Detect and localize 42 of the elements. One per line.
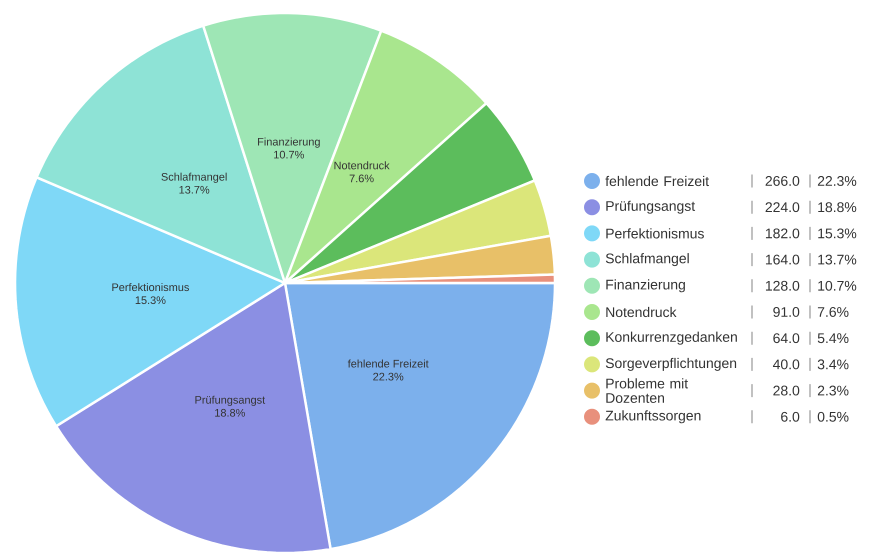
data-label: 2.3% bbox=[818, 386, 848, 396]
data-label: 3.4% bbox=[818, 359, 848, 370]
data-label: 0.5% bbox=[818, 412, 848, 422]
legend-label: Sorgeverpflichtungen bbox=[606, 358, 736, 371]
legend-label: Prüfungsangst bbox=[606, 200, 696, 214]
text: 10.7% bbox=[818, 280, 856, 291]
text: 224.0 bbox=[766, 202, 800, 212]
text: 18.8% bbox=[818, 202, 856, 212]
slice-label: Perfektionismus bbox=[112, 283, 189, 292]
legend-label: Konkurrenzgedanken bbox=[606, 332, 737, 345]
slice-label: fehlende Freizeit bbox=[348, 360, 429, 368]
data-label: 22.3% bbox=[373, 372, 404, 381]
data-label: 7.6% bbox=[350, 174, 374, 182]
text: 40.0 bbox=[772, 359, 800, 370]
text: 22.3% bbox=[818, 176, 856, 186]
text: 28.0 bbox=[773, 386, 800, 396]
text: 15.3% bbox=[818, 228, 856, 238]
data-label: 15.3% bbox=[136, 296, 166, 304]
text: 266.0 bbox=[766, 176, 800, 186]
legend-label: Probleme mit Dozenten bbox=[606, 378, 688, 403]
data-label: 10.7% bbox=[274, 150, 304, 159]
text: 64.0 bbox=[773, 333, 800, 344]
slice-label: Prüfungsangst bbox=[195, 396, 266, 406]
text: 13.7% bbox=[818, 254, 856, 265]
text: 164.0 bbox=[766, 254, 800, 265]
legend-label: Finanzierung bbox=[606, 279, 685, 292]
legend-label: Perfektionismus bbox=[606, 228, 704, 239]
text: 7.6% bbox=[818, 307, 848, 317]
data-label: 5.4% bbox=[818, 333, 848, 344]
text: 91.0 bbox=[773, 307, 800, 317]
legend-label: Schlafmangel bbox=[606, 253, 689, 266]
slice-label: Notendruck bbox=[334, 161, 390, 170]
text: 128.0 bbox=[766, 280, 800, 291]
data-label: 13.7% bbox=[179, 186, 210, 194]
legend-label: Notendruck bbox=[606, 306, 677, 318]
text: 182.0 bbox=[766, 228, 800, 238]
legend-label: fehlende Freizeit bbox=[605, 176, 709, 186]
text: 6.0 bbox=[781, 412, 800, 422]
slice-label: Schlafmangel bbox=[161, 172, 227, 183]
data-label: 18.8% bbox=[215, 408, 245, 417]
legend-label: Zukunftssorgen bbox=[606, 410, 700, 424]
slice-label: Finanzierung bbox=[258, 138, 320, 148]
